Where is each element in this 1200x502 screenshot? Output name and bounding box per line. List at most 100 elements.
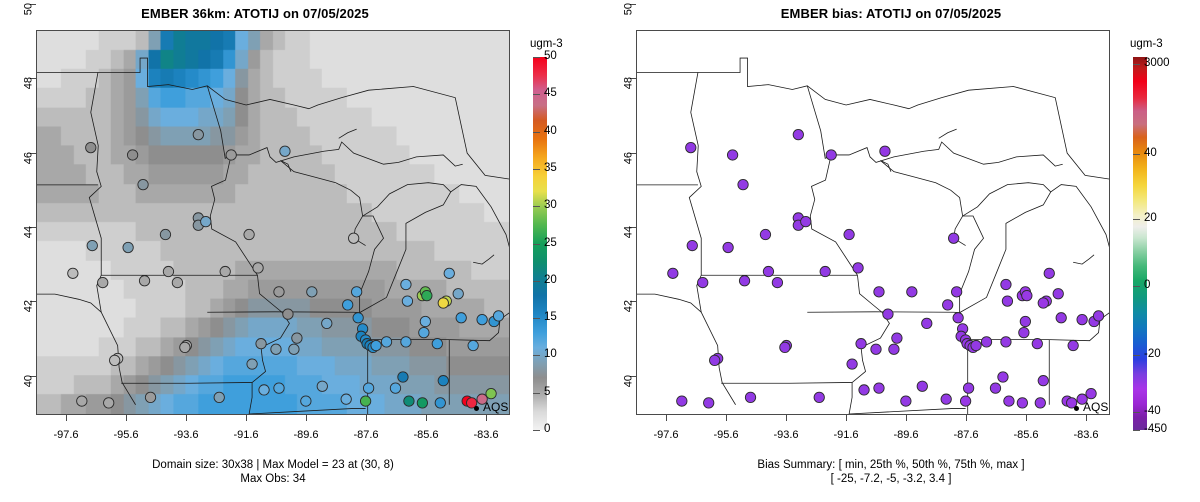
aqs-observation-point[interactable]	[418, 327, 430, 339]
aqs-observation-point[interactable]	[342, 299, 354, 311]
aqs-observation-point[interactable]	[437, 297, 449, 309]
aqs-bias-point[interactable]	[952, 312, 964, 324]
aqs-bias-point[interactable]	[813, 391, 825, 404]
aqs-observation-point[interactable]	[76, 395, 88, 407]
aqs-bias-point[interactable]	[800, 215, 812, 228]
aqs-observation-point[interactable]	[85, 141, 97, 154]
aqs-bias-point[interactable]	[685, 141, 697, 154]
aqs-observation-point[interactable]	[86, 239, 98, 252]
aqs-bias-point[interactable]	[744, 391, 757, 404]
aqs-bias-point[interactable]	[703, 397, 715, 409]
aqs-observation-point[interactable]	[316, 380, 328, 392]
aqs-bias-point[interactable]	[1000, 336, 1012, 348]
aqs-bias-point[interactable]	[676, 395, 688, 407]
aqs-bias-point[interactable]	[1001, 295, 1014, 307]
aqs-observation-point[interactable]	[270, 343, 282, 355]
aqs-bias-point[interactable]	[900, 395, 912, 407]
aqs-observation-point[interactable]	[200, 215, 212, 228]
aqs-bias-point[interactable]	[792, 129, 804, 141]
aqs-observation-point[interactable]	[67, 267, 79, 279]
aqs-observation-point[interactable]	[352, 312, 364, 324]
aqs-observation-point[interactable]	[109, 354, 121, 367]
aqs-bias-point[interactable]	[1092, 310, 1105, 322]
aqs-observation-point[interactable]	[452, 288, 464, 300]
aqs-observation-point[interactable]	[431, 338, 443, 350]
aqs-bias-point[interactable]	[1076, 393, 1088, 405]
aqs-observation-point[interactable]	[380, 336, 393, 348]
aqs-observation-point[interactable]	[126, 149, 139, 161]
aqs-bias-point[interactable]	[686, 239, 698, 252]
aqs-bias-point[interactable]	[819, 265, 831, 278]
aqs-observation-point[interactable]	[340, 393, 352, 405]
aqs-observation-point[interactable]	[321, 317, 333, 329]
aqs-observation-point[interactable]	[243, 228, 255, 241]
aqs-bias-point[interactable]	[1052, 288, 1064, 300]
aqs-observation-point[interactable]	[389, 382, 402, 394]
aqs-bias-point[interactable]	[771, 276, 784, 289]
aqs-observation-point[interactable]	[288, 343, 300, 355]
aqs-observation-point[interactable]	[252, 262, 264, 274]
aqs-observation-point[interactable]	[103, 397, 115, 409]
aqs-bias-point[interactable]	[948, 232, 960, 244]
aqs-bias-point[interactable]	[738, 275, 751, 287]
aqs-observation-point[interactable]	[225, 149, 237, 161]
aqs-observation-point[interactable]	[246, 358, 258, 370]
aqs-observation-point[interactable]	[455, 312, 467, 324]
aqs-bias-point[interactable]	[962, 382, 975, 394]
aqs-bias-point[interactable]	[1055, 312, 1067, 324]
aqs-bias-point[interactable]	[855, 338, 867, 350]
aqs-observation-point[interactable]	[492, 310, 505, 322]
aqs-observation-point[interactable]	[273, 286, 285, 298]
aqs-bias-point[interactable]	[759, 228, 772, 241]
aqs-bias-point[interactable]	[1031, 338, 1043, 350]
aqs-bias-point[interactable]	[1019, 315, 1031, 328]
aqs-bias-points[interactable]	[637, 31, 1109, 414]
aqs-bias-point[interactable]	[852, 262, 864, 274]
aqs-observation-points[interactable]	[37, 31, 509, 414]
aqs-observation-point[interactable]	[219, 265, 231, 278]
aqs-observation-point[interactable]	[97, 276, 109, 289]
aqs-bias-point[interactable]	[989, 382, 1002, 394]
aqs-bias-point[interactable]	[1043, 267, 1055, 279]
aqs-observation-point[interactable]	[138, 275, 151, 287]
aqs-observation-point[interactable]	[370, 339, 382, 352]
aqs-bias-point[interactable]	[697, 276, 709, 289]
aqs-bias-point[interactable]	[997, 371, 1009, 383]
aqs-bias-point[interactable]	[1067, 339, 1079, 352]
aqs-observation-point[interactable]	[421, 289, 433, 302]
aqs-observation-point[interactable]	[291, 332, 303, 344]
aqs-observation-point[interactable]	[437, 375, 449, 387]
aqs-observation-point[interactable]	[351, 286, 363, 298]
aqs-bias-point[interactable]	[737, 178, 749, 191]
aqs-bias-point[interactable]	[779, 341, 791, 353]
aqs-bias-point[interactable]	[1034, 397, 1046, 409]
aqs-bias-point[interactable]	[1076, 313, 1088, 326]
aqs-bias-point[interactable]	[858, 384, 870, 396]
aqs-observation-point[interactable]	[476, 393, 488, 405]
aqs-observation-point[interactable]	[144, 391, 157, 404]
aqs-observation-point[interactable]	[485, 387, 497, 400]
aqs-bias-point[interactable]	[921, 317, 933, 329]
aqs-observation-point[interactable]	[466, 397, 478, 409]
aqs-bias-point[interactable]	[870, 343, 882, 355]
aqs-bias-point[interactable]	[906, 286, 918, 298]
aqs-observation-point[interactable]	[397, 371, 409, 383]
aqs-observation-point[interactable]	[279, 145, 291, 157]
aqs-bias-point[interactable]	[888, 343, 900, 355]
aqs-bias-point[interactable]	[762, 265, 775, 278]
aqs-bias-point[interactable]	[1003, 395, 1015, 407]
aqs-bias-point[interactable]	[709, 354, 721, 367]
aqs-observation-point[interactable]	[400, 336, 412, 348]
aqs-observation-point[interactable]	[179, 341, 191, 353]
aqs-bias-point[interactable]	[843, 228, 855, 241]
aqs-bias-point[interactable]	[1016, 397, 1028, 409]
aqs-observation-point[interactable]	[348, 232, 360, 244]
aqs-bias-point[interactable]	[916, 380, 928, 392]
aqs-observation-point[interactable]	[416, 397, 428, 409]
aqs-observation-point[interactable]	[400, 278, 412, 291]
aqs-observation-point[interactable]	[137, 178, 149, 191]
aqs-bias-point[interactable]	[1018, 327, 1030, 339]
aqs-bias-point[interactable]	[667, 267, 679, 279]
aqs-observation-point[interactable]	[122, 241, 134, 254]
aqs-observation-point[interactable]	[300, 395, 312, 407]
